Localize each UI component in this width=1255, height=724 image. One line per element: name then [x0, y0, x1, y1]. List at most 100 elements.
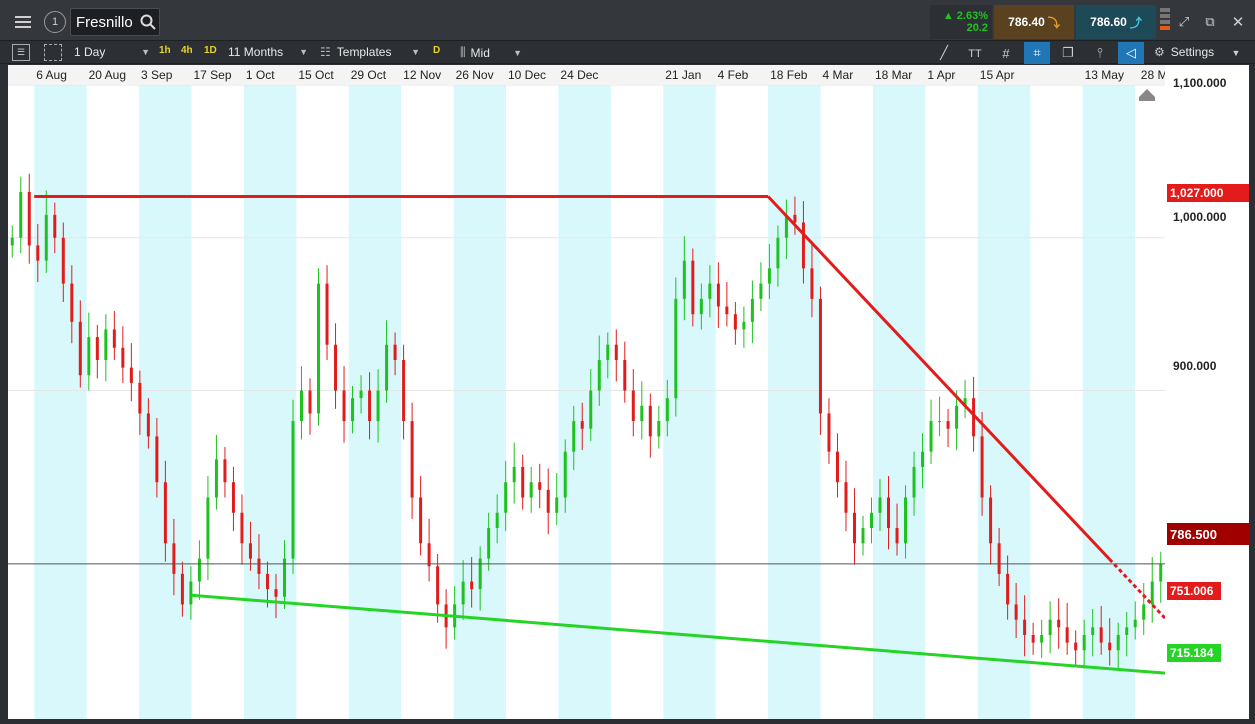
- settings-button[interactable]: ⚙ Settings: [1154, 45, 1214, 59]
- shortcut-4h[interactable]: 4h: [181, 45, 193, 56]
- text-tool-label: TT: [968, 48, 982, 60]
- buy-button[interactable]: 786.60 ⤴: [1076, 5, 1156, 39]
- candle-body: [597, 359, 601, 391]
- indicators-icon[interactable]: ⫯: [1097, 45, 1103, 60]
- candle-body: [393, 344, 397, 360]
- candle-body: [699, 298, 703, 315]
- candle-body: [1057, 619, 1061, 628]
- candle-body: [861, 528, 865, 544]
- interval-dropdown[interactable]: 1 Day ▼: [74, 45, 150, 59]
- candle-body: [904, 497, 908, 544]
- arrow-up-icon: ⤴: [1129, 15, 1142, 30]
- candle-body: [291, 421, 295, 559]
- chart-toolbar: ☰ 1 Day ▼ 1h 4h 1D 11 Months ▼ ☷ Templat…: [0, 40, 1255, 64]
- candle-body: [759, 283, 763, 299]
- date-axis: 6 Aug 20 Aug 3 Sep 17 Sep 1 Oct 15 Oct 29 Oct 1…: [8, 65, 1180, 85]
- candle-body: [878, 497, 882, 513]
- tag-icon[interactable]: ◁: [1118, 42, 1144, 64]
- change-percent: ▲ 2.63%: [942, 10, 988, 22]
- price-change: ▲ 2.63% 20.2: [930, 5, 992, 39]
- candle-body: [648, 405, 652, 437]
- candle-body: [495, 512, 499, 529]
- search-icon[interactable]: [140, 14, 156, 35]
- candle-body: [631, 390, 635, 422]
- date-label: 17 Sep: [193, 68, 232, 82]
- candle-body: [300, 390, 304, 422]
- date-label: 10 Dec: [507, 68, 547, 82]
- price-chart[interactable]: [8, 85, 1165, 719]
- symbol-search-input[interactable]: Fresnillo: [70, 8, 160, 36]
- templates-dropdown[interactable]: ☷ Templates ▼: [320, 45, 420, 59]
- candle-body: [44, 214, 48, 261]
- candle-body: [1014, 604, 1018, 620]
- candle-body: [606, 344, 610, 360]
- candle-body: [368, 390, 372, 422]
- candle-body: [223, 459, 227, 483]
- info-circle-icon[interactable]: 1: [44, 11, 66, 33]
- candle-body: [402, 359, 406, 422]
- grid-select-icon[interactable]: [44, 44, 62, 61]
- period-dropdown[interactable]: 11 Months ▼: [228, 45, 308, 59]
- candle-body: [334, 344, 338, 391]
- shortcut-1d[interactable]: 1D: [204, 45, 217, 56]
- candle-body: [801, 222, 805, 269]
- candle-body: [1133, 619, 1137, 628]
- candle-body: [53, 214, 57, 238]
- shade-band: [243, 85, 297, 719]
- candle-body: [1074, 642, 1078, 651]
- candle-body: [921, 451, 925, 467]
- expand-icon[interactable]: ⤢: [1178, 14, 1190, 29]
- depth-icon[interactable]: [1160, 8, 1170, 36]
- shade-band: [558, 85, 611, 719]
- candle-body: [784, 214, 788, 238]
- candle-body: [70, 283, 74, 322]
- candle-body: [155, 436, 159, 483]
- draw-line-icon[interactable]: ╱: [940, 45, 948, 60]
- candle-body: [146, 413, 150, 437]
- crosshair-icon[interactable]: ⌗: [1024, 42, 1050, 64]
- candle-body: [1006, 573, 1010, 605]
- close-icon[interactable]: ✕: [1231, 14, 1245, 31]
- candle-body: [231, 482, 235, 513]
- candle-body: [938, 421, 942, 423]
- candle-body: [274, 589, 278, 597]
- left-margin: [0, 65, 8, 724]
- candle-body: [257, 558, 261, 574]
- candle-body: [1023, 619, 1027, 635]
- grid-icon[interactable]: #: [1002, 45, 1010, 61]
- d-badge[interactable]: D: [433, 45, 440, 56]
- sell-button[interactable]: 786.40 ⤵: [994, 5, 1074, 39]
- candle-body: [529, 482, 533, 498]
- candle-body: [725, 306, 729, 315]
- interval-label: 1 Day: [74, 45, 106, 59]
- date-label: 1 Apr: [927, 68, 956, 82]
- sell-price: 786.40: [1008, 15, 1045, 29]
- candle-body: [767, 268, 771, 284]
- candle-body: [129, 367, 133, 383]
- hamburger-icon[interactable]: [10, 10, 36, 34]
- shade-band: [872, 85, 926, 719]
- candle-body: [138, 382, 142, 414]
- candle-body: [555, 497, 559, 513]
- candle-body: [810, 268, 814, 299]
- candle-body: [640, 405, 644, 422]
- price-chart-canvas[interactable]: [8, 85, 1165, 719]
- symbol-name: Fresnillo: [76, 14, 133, 31]
- candle-body: [912, 466, 916, 498]
- shortcut-1h[interactable]: 1h: [159, 45, 171, 56]
- candle-body: [351, 398, 355, 422]
- layers-icon[interactable]: ❐: [1062, 45, 1074, 60]
- date-label: 18 Feb: [770, 68, 808, 82]
- candle-body: [895, 528, 899, 544]
- d-badge-label: D: [433, 45, 441, 56]
- candle-body: [172, 543, 176, 574]
- text-tool-icon[interactable]: TT: [964, 44, 986, 64]
- date-label: 12 Nov: [403, 68, 442, 82]
- popout-icon[interactable]: ⧉: [1205, 14, 1215, 29]
- price-type-dropdown[interactable]: ⫼ Mid ▼: [460, 45, 522, 60]
- candle-body: [419, 497, 423, 544]
- support-marker: 715.184: [1167, 644, 1221, 662]
- chevron-down-icon[interactable]: ▼: [1231, 48, 1241, 58]
- layout-icon[interactable]: ☰: [12, 44, 30, 61]
- trendline-marker: 751.006: [1167, 582, 1221, 600]
